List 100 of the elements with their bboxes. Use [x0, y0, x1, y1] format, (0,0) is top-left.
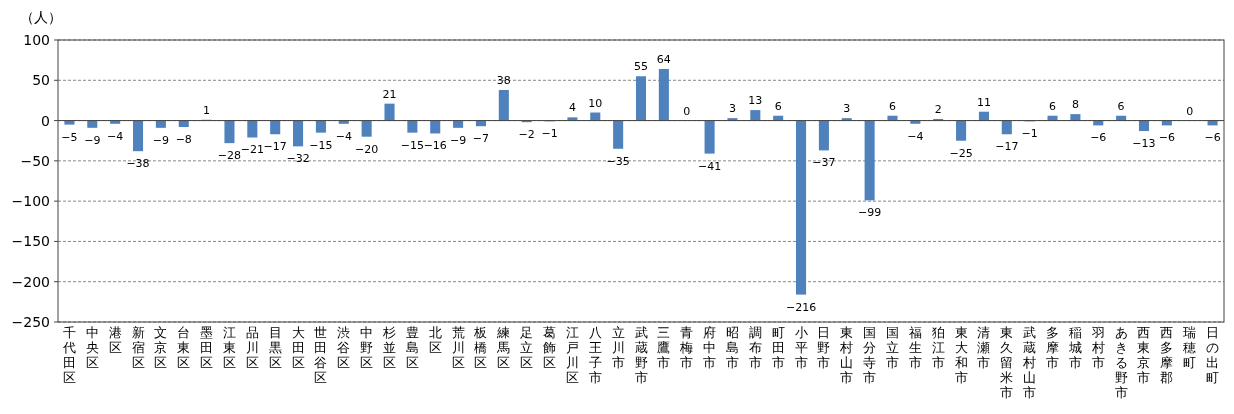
- x-tick-label: 文京区: [154, 325, 168, 370]
- x-tick-label: 港区: [108, 325, 122, 355]
- x-tick-label: 大田区: [291, 325, 305, 370]
- y-axis-title: （人）: [20, 9, 62, 25]
- x-tick-label: 日の出町: [1206, 325, 1220, 385]
- data-label: −2: [518, 128, 535, 142]
- data-label: 6: [1049, 99, 1057, 113]
- x-tick-label: 品川区: [245, 325, 259, 370]
- y-tick-label: 50: [32, 72, 50, 89]
- x-tick-label: 稲城市: [1067, 325, 1082, 370]
- x-tick-label: 町田市: [771, 325, 785, 370]
- x-tick-label: あきる野市: [1114, 325, 1128, 400]
- data-label: −4: [107, 129, 124, 143]
- data-label: −7: [472, 132, 490, 146]
- data-label: −20: [355, 142, 379, 156]
- x-tick-label: 昭島市: [725, 325, 739, 370]
- data-label: −15: [309, 138, 333, 152]
- data-label: −1: [1021, 127, 1038, 141]
- x-tick-label: 足立区: [520, 325, 534, 370]
- x-tick-label: 調布市: [748, 325, 762, 370]
- data-label: −6: [1158, 131, 1175, 145]
- data-label: −15: [400, 138, 424, 152]
- data-label: −16: [423, 139, 447, 153]
- data-label: 21: [382, 87, 397, 101]
- data-label: −21: [240, 143, 264, 157]
- data-label: −37: [812, 156, 836, 170]
- x-tick-label: 瑞穂町: [1183, 325, 1197, 370]
- x-tick-label: 西多摩郡: [1160, 325, 1174, 385]
- data-label: 6: [774, 99, 782, 113]
- x-tick-label: 東久留米市: [1000, 325, 1014, 400]
- data-label: −6: [1090, 131, 1107, 145]
- data-label: −99: [858, 206, 882, 220]
- data-label: −1: [541, 127, 558, 141]
- x-tick-label: 荒川区: [451, 325, 465, 370]
- x-tick-label: 墨田区: [200, 325, 214, 370]
- data-label: −6: [1204, 131, 1221, 145]
- x-tick-label: 武蔵野市: [634, 325, 648, 385]
- y-tick-label: 100: [23, 32, 50, 48]
- y-tick-label: −50: [20, 152, 50, 169]
- x-tick-label: 羽村市: [1090, 325, 1105, 370]
- x-tick-label: 渋谷区: [337, 325, 351, 370]
- data-label: 13: [748, 94, 763, 108]
- x-tick-label: 立川市: [611, 325, 625, 370]
- data-label: 8: [1071, 98, 1079, 112]
- x-tick-label: 江東区: [222, 325, 236, 370]
- data-label: 0: [1186, 104, 1194, 118]
- data-label: 4: [568, 101, 576, 115]
- data-label: 10: [588, 96, 603, 110]
- y-tick-label: −150: [11, 233, 50, 250]
- data-label: −25: [949, 146, 973, 160]
- data-label: −5: [61, 130, 78, 144]
- data-label: −216: [785, 300, 817, 314]
- x-tick-label: 台東区: [177, 325, 191, 370]
- x-tick-label: 中野区: [360, 325, 374, 370]
- data-label: −17: [263, 140, 287, 154]
- x-tick-label: 八王子市: [588, 325, 602, 385]
- x-tick-label: 北区: [428, 325, 442, 355]
- x-tick-label: 清瀬市: [977, 325, 991, 370]
- x-tick-label: 葛飾区: [543, 325, 557, 370]
- data-label: 0: [683, 104, 691, 118]
- x-tick-label: 福生市: [908, 325, 922, 370]
- data-label: −13: [1132, 137, 1156, 151]
- data-label: −38: [126, 157, 150, 171]
- x-tick-label: 武蔵村山市: [1022, 325, 1037, 400]
- x-tick-label: 小平市: [794, 325, 808, 370]
- data-label: −28: [217, 149, 242, 163]
- x-tick-label: 狛江市: [931, 325, 945, 370]
- data-label: 11: [976, 95, 991, 109]
- data-label: −9: [84, 133, 101, 147]
- x-tick-label: 青梅市: [679, 325, 694, 370]
- data-label: −41: [697, 159, 722, 173]
- data-label: 55: [634, 60, 648, 74]
- x-tick-label: 杉並区: [382, 325, 397, 370]
- data-label: 6: [888, 99, 896, 113]
- x-tick-label: 板橋区: [473, 325, 488, 370]
- x-tick-label: 国分寺市: [863, 325, 877, 385]
- y-tick-label: −100: [11, 193, 50, 210]
- x-tick-label: 多摩市: [1046, 325, 1060, 370]
- data-label: 3: [728, 102, 736, 116]
- y-tick-label: −200: [11, 273, 50, 290]
- data-label: −9: [152, 133, 169, 147]
- data-label: 1: [203, 103, 211, 117]
- data-label: 3: [843, 102, 851, 116]
- x-tick-label: 世田谷区: [314, 325, 328, 385]
- data-label: −8: [175, 133, 192, 147]
- data-label: 64: [656, 53, 671, 67]
- x-tick-label: 中央区: [85, 325, 99, 370]
- data-label: 2: [934, 102, 942, 116]
- data-label: −17: [995, 140, 1019, 154]
- data-label: −9: [449, 133, 467, 147]
- x-tick-label: 日野市: [817, 325, 831, 370]
- x-tick-label: 千代田区: [61, 325, 76, 385]
- data-label: −4: [907, 129, 924, 143]
- y-tick-label: −250: [11, 314, 50, 330]
- x-tick-label: 豊島区: [405, 325, 419, 370]
- data-label: −4: [335, 129, 352, 143]
- x-tick-label: 練馬区: [496, 325, 511, 370]
- x-tick-label: 東村山市: [839, 325, 854, 385]
- y-tick-label: 0: [41, 112, 50, 129]
- x-tick-label: 府中市: [703, 325, 717, 370]
